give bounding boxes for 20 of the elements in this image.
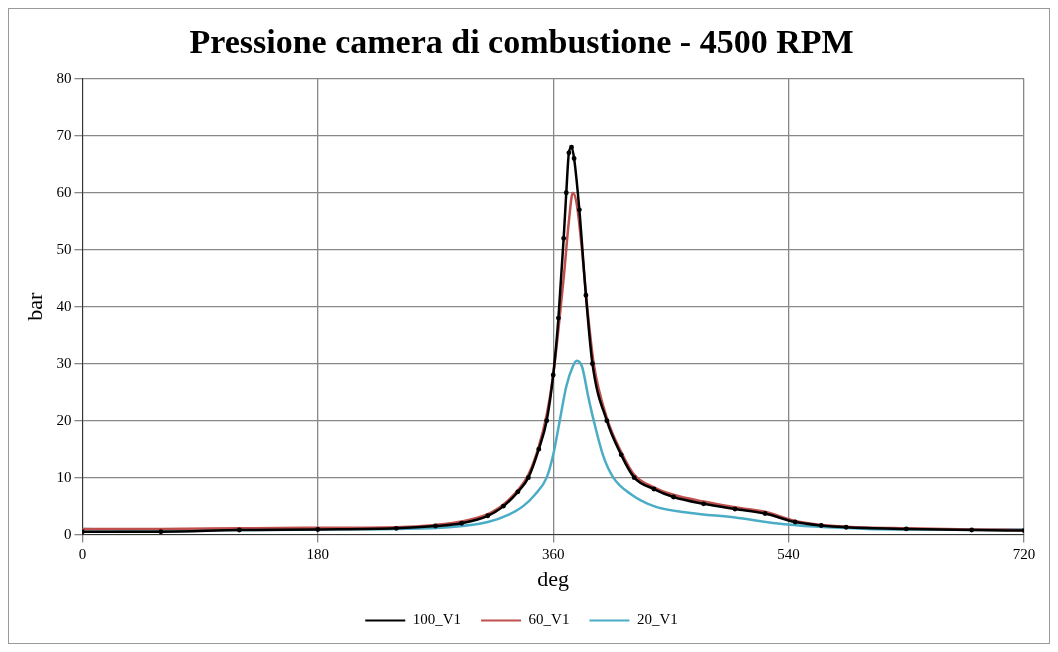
- legend-label: 20_V1: [636, 611, 678, 628]
- legend-label: 100_V1: [412, 611, 462, 628]
- y-tick-label: 0: [63, 525, 72, 542]
- x-tick-label: 360: [541, 545, 565, 562]
- y-tick-label: 60: [56, 183, 72, 200]
- y-tick-label: 50: [56, 240, 72, 257]
- legend-label: 60_V1: [528, 611, 570, 628]
- y-tick-label: 70: [56, 126, 72, 143]
- chart-title: Pressione camera di combustione - 4500 RPM: [189, 23, 854, 61]
- y-tick-label: 30: [56, 354, 72, 371]
- y-tick-label: 40: [56, 297, 72, 314]
- x-tick-label: 720: [1012, 545, 1036, 562]
- x-tick-label: 180: [306, 545, 330, 562]
- x-tick-label: 0: [78, 545, 87, 562]
- y-tick-label: 80: [56, 69, 72, 86]
- y-tick-label: 20: [56, 411, 72, 428]
- y-axis-title: bar: [21, 291, 47, 321]
- y-tick-label: 10: [56, 468, 72, 485]
- x-axis-title: deg: [537, 565, 570, 591]
- x-tick-label: 540: [777, 545, 800, 562]
